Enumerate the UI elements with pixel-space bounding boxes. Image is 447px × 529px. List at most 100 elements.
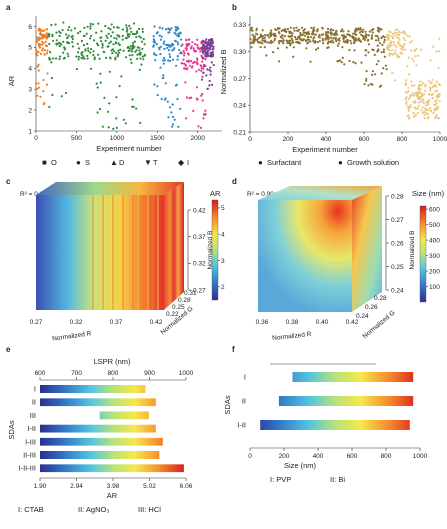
panel-b-point-growth-solution bbox=[405, 91, 408, 94]
panel-d-r2: R² = 0.90 bbox=[247, 191, 274, 198]
panel-a-point-S bbox=[141, 47, 144, 51]
panel-a-point-T bbox=[204, 109, 207, 112]
panel-c-ztick-label: 0.27 bbox=[193, 287, 206, 294]
panel-b-point-surfactant bbox=[374, 39, 378, 42]
panel-b-point-surfactant bbox=[265, 54, 268, 57]
panel-d-xtick-label: 0.36 bbox=[256, 319, 269, 326]
panel-a-xlabel: Experiment number bbox=[96, 144, 162, 153]
panel-a-point-S bbox=[115, 51, 118, 55]
panel-b-point-growth-solution bbox=[424, 83, 427, 86]
panel-e-xtick-label: 3.98 bbox=[107, 483, 120, 490]
panel-a-point-S bbox=[132, 105, 135, 108]
panel-a-point-O bbox=[45, 36, 48, 39]
panel-a-point-S bbox=[101, 42, 104, 46]
panel-b-point-surfactant bbox=[377, 60, 380, 63]
panel-b-point-growth-solution bbox=[408, 35, 411, 38]
panel-b-point-growth-solution bbox=[385, 35, 389, 38]
panel-a-point-I bbox=[208, 84, 211, 87]
panel-a-point-S bbox=[107, 126, 110, 129]
panel-b-point-growth-solution bbox=[434, 109, 437, 112]
panel-d-z-ticks: 0.24 0.25 0.26 0.27 0.28 bbox=[386, 193, 404, 294]
panel-b-point-surfactant bbox=[257, 37, 260, 40]
panel-a-point-S bbox=[71, 37, 74, 41]
panel-a-point-I bbox=[210, 51, 213, 54]
panel-a-point-S bbox=[117, 34, 120, 37]
panel-b-point-growth-solution bbox=[403, 43, 406, 46]
panel-a-point-T bbox=[197, 68, 201, 71]
panel-a-point-S bbox=[135, 49, 138, 52]
panel-b-point-surfactant bbox=[338, 39, 341, 42]
panel-b-point-surfactant bbox=[280, 39, 283, 43]
panel-a-point-I bbox=[208, 68, 211, 72]
panel-e-bar-I-III bbox=[40, 437, 163, 446]
panel-e-top-ticks: 600 700 800 900 1000 bbox=[35, 370, 194, 380]
panel-a-legend-label: O bbox=[51, 158, 57, 167]
panel-a-point-S bbox=[113, 50, 116, 53]
panel-c-xtick-label: 0.27 bbox=[30, 319, 43, 326]
panel-b-point-growth-solution bbox=[435, 50, 438, 53]
panel-a-point-S bbox=[141, 27, 144, 31]
panel-b-point-surfactant bbox=[364, 38, 367, 42]
panel-b-point-growth-solution bbox=[420, 83, 423, 87]
panel-a-point-D bbox=[179, 107, 182, 110]
panel-b-point-surfactant bbox=[274, 34, 277, 38]
panel-b-point-growth-solution bbox=[438, 50, 441, 53]
panel-b-point-growth-solution bbox=[394, 34, 397, 37]
panel-d-cbar-tick-label: 300 bbox=[429, 253, 440, 260]
panel-a-point-S bbox=[80, 39, 83, 43]
panel-a-point-O bbox=[42, 42, 45, 45]
panel-e-row-label: I-II bbox=[27, 424, 36, 433]
panel-a-point-I bbox=[209, 70, 212, 73]
panel-a-point-S bbox=[109, 40, 112, 43]
panel-b-point-growth-solution bbox=[404, 98, 407, 101]
panel-a-point-S bbox=[121, 34, 124, 38]
panel-d-cube-top bbox=[258, 186, 382, 200]
panel-a-point-T bbox=[190, 96, 193, 99]
panel-a-point-O bbox=[37, 45, 41, 48]
panel-a-point-S bbox=[125, 36, 128, 40]
panel-b-point-surfactant bbox=[370, 34, 374, 37]
panel-a-point-D bbox=[155, 54, 158, 57]
panel-d: d R² = 0.90 0.24 0.25 0.26 0.27 0.28 Normali… bbox=[232, 177, 445, 342]
panel-b-point-surfactant bbox=[273, 33, 276, 36]
panel-b-point-surfactant bbox=[335, 30, 338, 33]
panel-a-point-O bbox=[35, 41, 39, 44]
panel-a-point-S bbox=[77, 47, 81, 50]
panel-b-point-surfactant bbox=[339, 30, 343, 33]
panel-a-point-D bbox=[162, 42, 165, 45]
panel-a-point-S bbox=[118, 51, 121, 54]
panel-b-point-surfactant bbox=[306, 38, 309, 41]
panel-a-point-S bbox=[58, 34, 61, 38]
panel-b-point-surfactant bbox=[348, 59, 351, 63]
panel-a-point-I bbox=[211, 42, 214, 45]
panel-a-point-D bbox=[163, 47, 166, 51]
panel-c-xlabel: Normalized R bbox=[52, 330, 92, 342]
panel-b-point-surfactant bbox=[355, 27, 358, 30]
panel-b-point-growth-solution bbox=[437, 67, 440, 70]
panel-c-ytick-label: 0.28 bbox=[178, 297, 191, 304]
panel-a-point-D bbox=[179, 31, 182, 34]
panel-b-point-surfactant bbox=[264, 34, 267, 37]
panel-a-point-D bbox=[174, 32, 177, 36]
panel-a-point-S bbox=[80, 53, 83, 57]
panel-a-point-S bbox=[51, 33, 54, 36]
panel-a-point-T bbox=[193, 60, 196, 64]
panel-a-point-T bbox=[186, 52, 190, 55]
panel-d-cube-front bbox=[258, 200, 352, 312]
panel-f-footer-item: I: PVP bbox=[270, 475, 291, 484]
panel-b-point-surfactant bbox=[314, 33, 317, 36]
panel-b-point-growth-solution bbox=[405, 96, 408, 99]
panel-b-x-ticks: 0 200 400 600 800 1000 bbox=[248, 132, 447, 143]
panel-b-point-surfactant bbox=[321, 39, 324, 42]
panel-b-point-growth-solution bbox=[432, 111, 435, 115]
panel-f-xtick-label: 800 bbox=[381, 453, 392, 460]
panel-a-point-D bbox=[175, 64, 178, 67]
panel-a-point-D bbox=[166, 46, 169, 50]
panel-a-point-O bbox=[43, 35, 47, 39]
panel-b-point-growth-solution bbox=[437, 106, 440, 109]
panel-d-cbar-tick-label: 400 bbox=[429, 237, 440, 244]
panel-b-point-surfactant bbox=[279, 36, 282, 39]
panel-a-point-S bbox=[125, 30, 128, 33]
panel-b-point-growth-solution bbox=[415, 47, 418, 51]
